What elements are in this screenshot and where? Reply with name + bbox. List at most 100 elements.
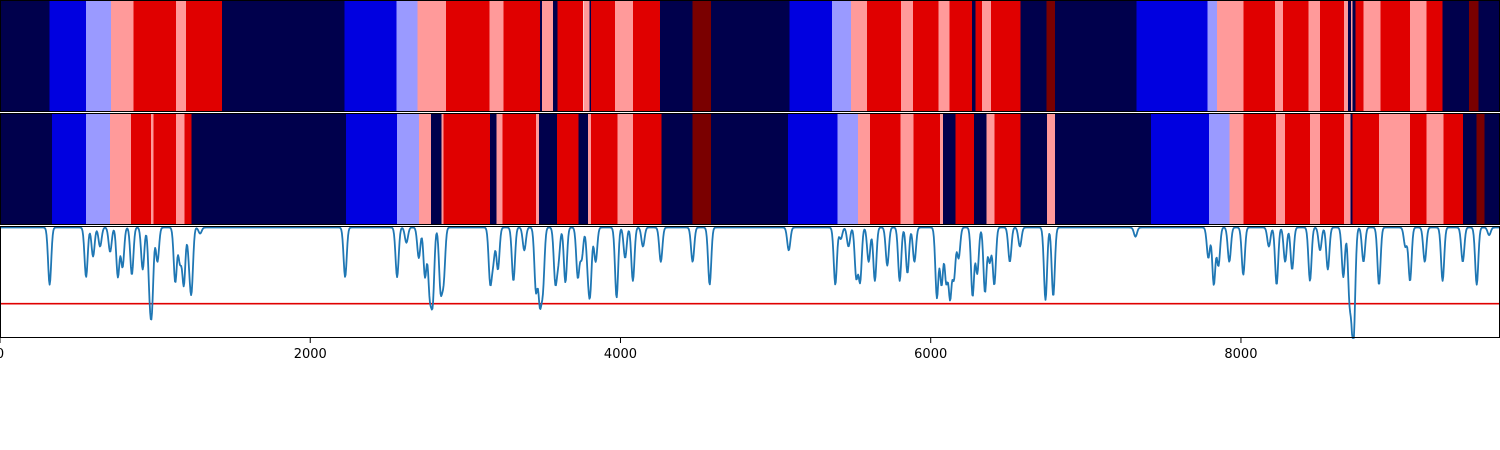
state-segment — [133, 0, 177, 112]
state-segment — [557, 0, 584, 112]
state-segment — [789, 0, 833, 112]
state-segment — [1380, 0, 1411, 112]
state-segment — [489, 0, 504, 112]
state-segment — [900, 113, 914, 225]
state-segment — [587, 113, 591, 225]
state-segment — [539, 113, 557, 225]
trace-line — [0, 226, 1500, 339]
state-segment — [1243, 113, 1276, 225]
state-segment — [431, 113, 442, 225]
state-segment — [86, 0, 111, 112]
state-segment — [1484, 113, 1500, 225]
state-segment — [857, 113, 871, 225]
state-segment — [556, 113, 579, 225]
state-segment — [583, 0, 590, 112]
x-axis: 0 2000 4000 6000 8000 — [0, 338, 1257, 362]
state-segment — [711, 0, 790, 112]
state-segment — [1308, 0, 1321, 112]
state-segment — [632, 0, 661, 112]
state-segment — [692, 113, 712, 225]
state-segment — [110, 113, 132, 225]
state-segment — [1410, 0, 1427, 112]
panel-bottom-heatmap — [0, 113, 1500, 225]
state-segment — [0, 0, 50, 112]
state-segment — [51, 113, 87, 225]
state-segment — [176, 0, 187, 112]
state-segment — [1379, 113, 1411, 225]
state-segment — [110, 0, 134, 112]
state-segment — [711, 113, 788, 225]
state-segment — [184, 113, 192, 225]
state-segment — [660, 0, 693, 112]
state-segment — [417, 0, 446, 112]
state-segment — [1046, 0, 1055, 112]
state-segment — [49, 0, 87, 112]
x-tick-label: 2000 — [294, 347, 327, 362]
state-segment — [1275, 0, 1283, 112]
state-segment — [397, 113, 419, 225]
state-segment — [186, 0, 222, 112]
state-segment — [86, 113, 111, 225]
state-segment — [1443, 113, 1463, 225]
state-segment — [443, 113, 491, 225]
state-segment — [176, 113, 185, 225]
state-segment — [832, 0, 851, 112]
state-segment — [938, 0, 950, 112]
state-segment — [632, 113, 662, 225]
state-segment — [837, 113, 858, 225]
state-segment — [591, 0, 616, 112]
state-segment — [955, 113, 975, 225]
state-segment — [788, 113, 838, 225]
state-segment — [153, 113, 177, 225]
state-segment — [496, 113, 503, 225]
state-segment — [1229, 113, 1244, 225]
state-segment — [1054, 0, 1137, 112]
state-segment — [1054, 113, 1151, 225]
state-segment — [1207, 0, 1217, 112]
trace-background — [0, 226, 1500, 338]
state-segment — [1442, 0, 1469, 112]
state-segment — [940, 113, 944, 225]
state-segment — [1309, 113, 1321, 225]
state-segment — [1282, 0, 1309, 112]
state-segment — [1344, 0, 1348, 112]
state-segment — [221, 0, 345, 112]
state-segment — [1209, 113, 1230, 225]
state-segment — [913, 113, 941, 225]
state-segment — [502, 113, 536, 225]
state-segment — [151, 113, 154, 225]
state-segment — [1426, 113, 1444, 225]
state-segment — [553, 0, 558, 112]
state-segment — [974, 113, 987, 225]
state-segment — [1476, 113, 1485, 225]
state-segment — [1363, 0, 1381, 112]
state-segment — [191, 113, 346, 225]
state-segment — [1320, 113, 1345, 225]
state-segment — [535, 113, 540, 225]
state-segment — [539, 0, 543, 112]
panel-top-heatmap — [0, 0, 1500, 112]
state-segment — [1410, 113, 1427, 225]
state-segment — [503, 0, 540, 112]
state-segment — [991, 0, 1021, 112]
state-segment — [591, 113, 618, 225]
state-segment — [0, 113, 52, 225]
state-segment — [344, 0, 397, 112]
state-segment — [1020, 0, 1047, 112]
state-segment — [971, 0, 976, 112]
state-segment — [981, 0, 992, 112]
state-segment — [441, 113, 444, 225]
state-segment — [870, 113, 901, 225]
state-segment — [1136, 0, 1208, 112]
state-segment — [1047, 113, 1055, 225]
state-segment — [615, 0, 633, 112]
state-segment — [1426, 0, 1443, 112]
state-segment — [345, 113, 398, 225]
state-segment — [542, 0, 553, 112]
state-segment — [975, 0, 982, 112]
state-segment — [1285, 113, 1310, 225]
state-segment — [850, 0, 868, 112]
state-segment — [901, 0, 913, 112]
state-segment — [1355, 0, 1364, 112]
